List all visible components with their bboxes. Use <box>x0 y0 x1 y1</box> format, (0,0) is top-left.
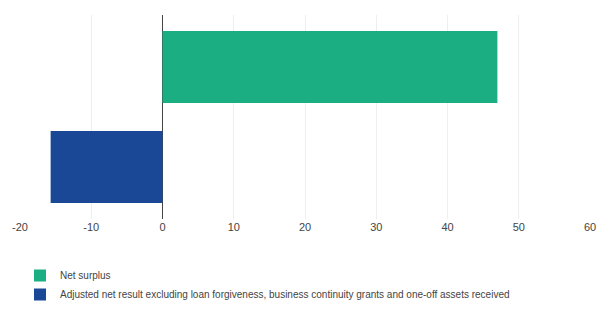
svg-text:20: 20 <box>299 221 311 233</box>
svg-text:-20: -20 <box>12 221 28 233</box>
svg-text:30: 30 <box>370 221 382 233</box>
svg-text:Net surplus: Net surplus <box>60 270 111 281</box>
svg-text:-10: -10 <box>83 221 99 233</box>
svg-text:10: 10 <box>228 221 240 233</box>
svg-text:40: 40 <box>441 221 453 233</box>
svg-text:50: 50 <box>513 221 525 233</box>
svg-text:60: 60 <box>584 221 596 233</box>
svg-text:Adjusted net result excluding: Adjusted net result excluding loan forgi… <box>60 289 510 300</box>
svg-text:0: 0 <box>159 221 165 233</box>
